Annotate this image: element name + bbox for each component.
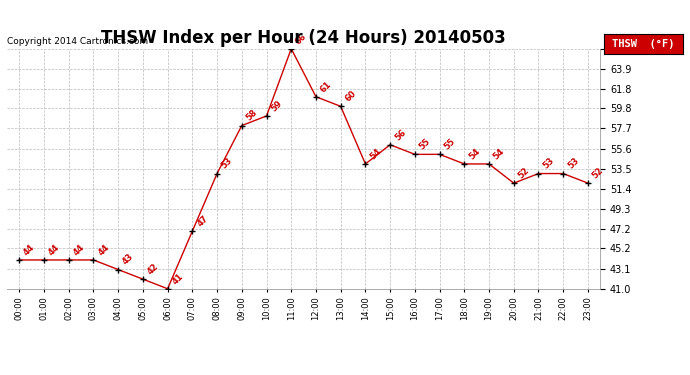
Text: 43: 43 (121, 252, 135, 267)
Title: THSW Index per Hour (24 Hours) 20140503: THSW Index per Hour (24 Hours) 20140503 (101, 29, 506, 47)
Text: 52: 52 (517, 166, 531, 180)
Text: 55: 55 (417, 137, 433, 152)
Text: 44: 44 (96, 243, 111, 257)
Text: 54: 54 (467, 147, 482, 161)
Text: 47: 47 (195, 214, 210, 228)
Text: 66: 66 (294, 31, 308, 46)
Text: 56: 56 (393, 127, 408, 142)
Text: 58: 58 (244, 108, 259, 123)
Text: 44: 44 (72, 243, 86, 257)
Text: 53: 53 (541, 156, 556, 171)
Text: 54: 54 (368, 147, 383, 161)
Text: THSW  (°F): THSW (°F) (612, 39, 675, 49)
Text: 53: 53 (566, 156, 580, 171)
Text: 44: 44 (22, 243, 37, 257)
Text: 42: 42 (146, 262, 160, 276)
Text: 59: 59 (269, 99, 284, 113)
Text: 44: 44 (47, 243, 61, 257)
Text: 53: 53 (220, 156, 235, 171)
Text: 55: 55 (442, 137, 457, 152)
Text: 60: 60 (344, 89, 358, 104)
Text: 61: 61 (319, 79, 333, 94)
Text: 52: 52 (591, 166, 605, 180)
Text: 41: 41 (170, 271, 185, 286)
Text: Copyright 2014 Cartronics.com: Copyright 2014 Cartronics.com (7, 38, 148, 46)
Text: 54: 54 (492, 147, 506, 161)
